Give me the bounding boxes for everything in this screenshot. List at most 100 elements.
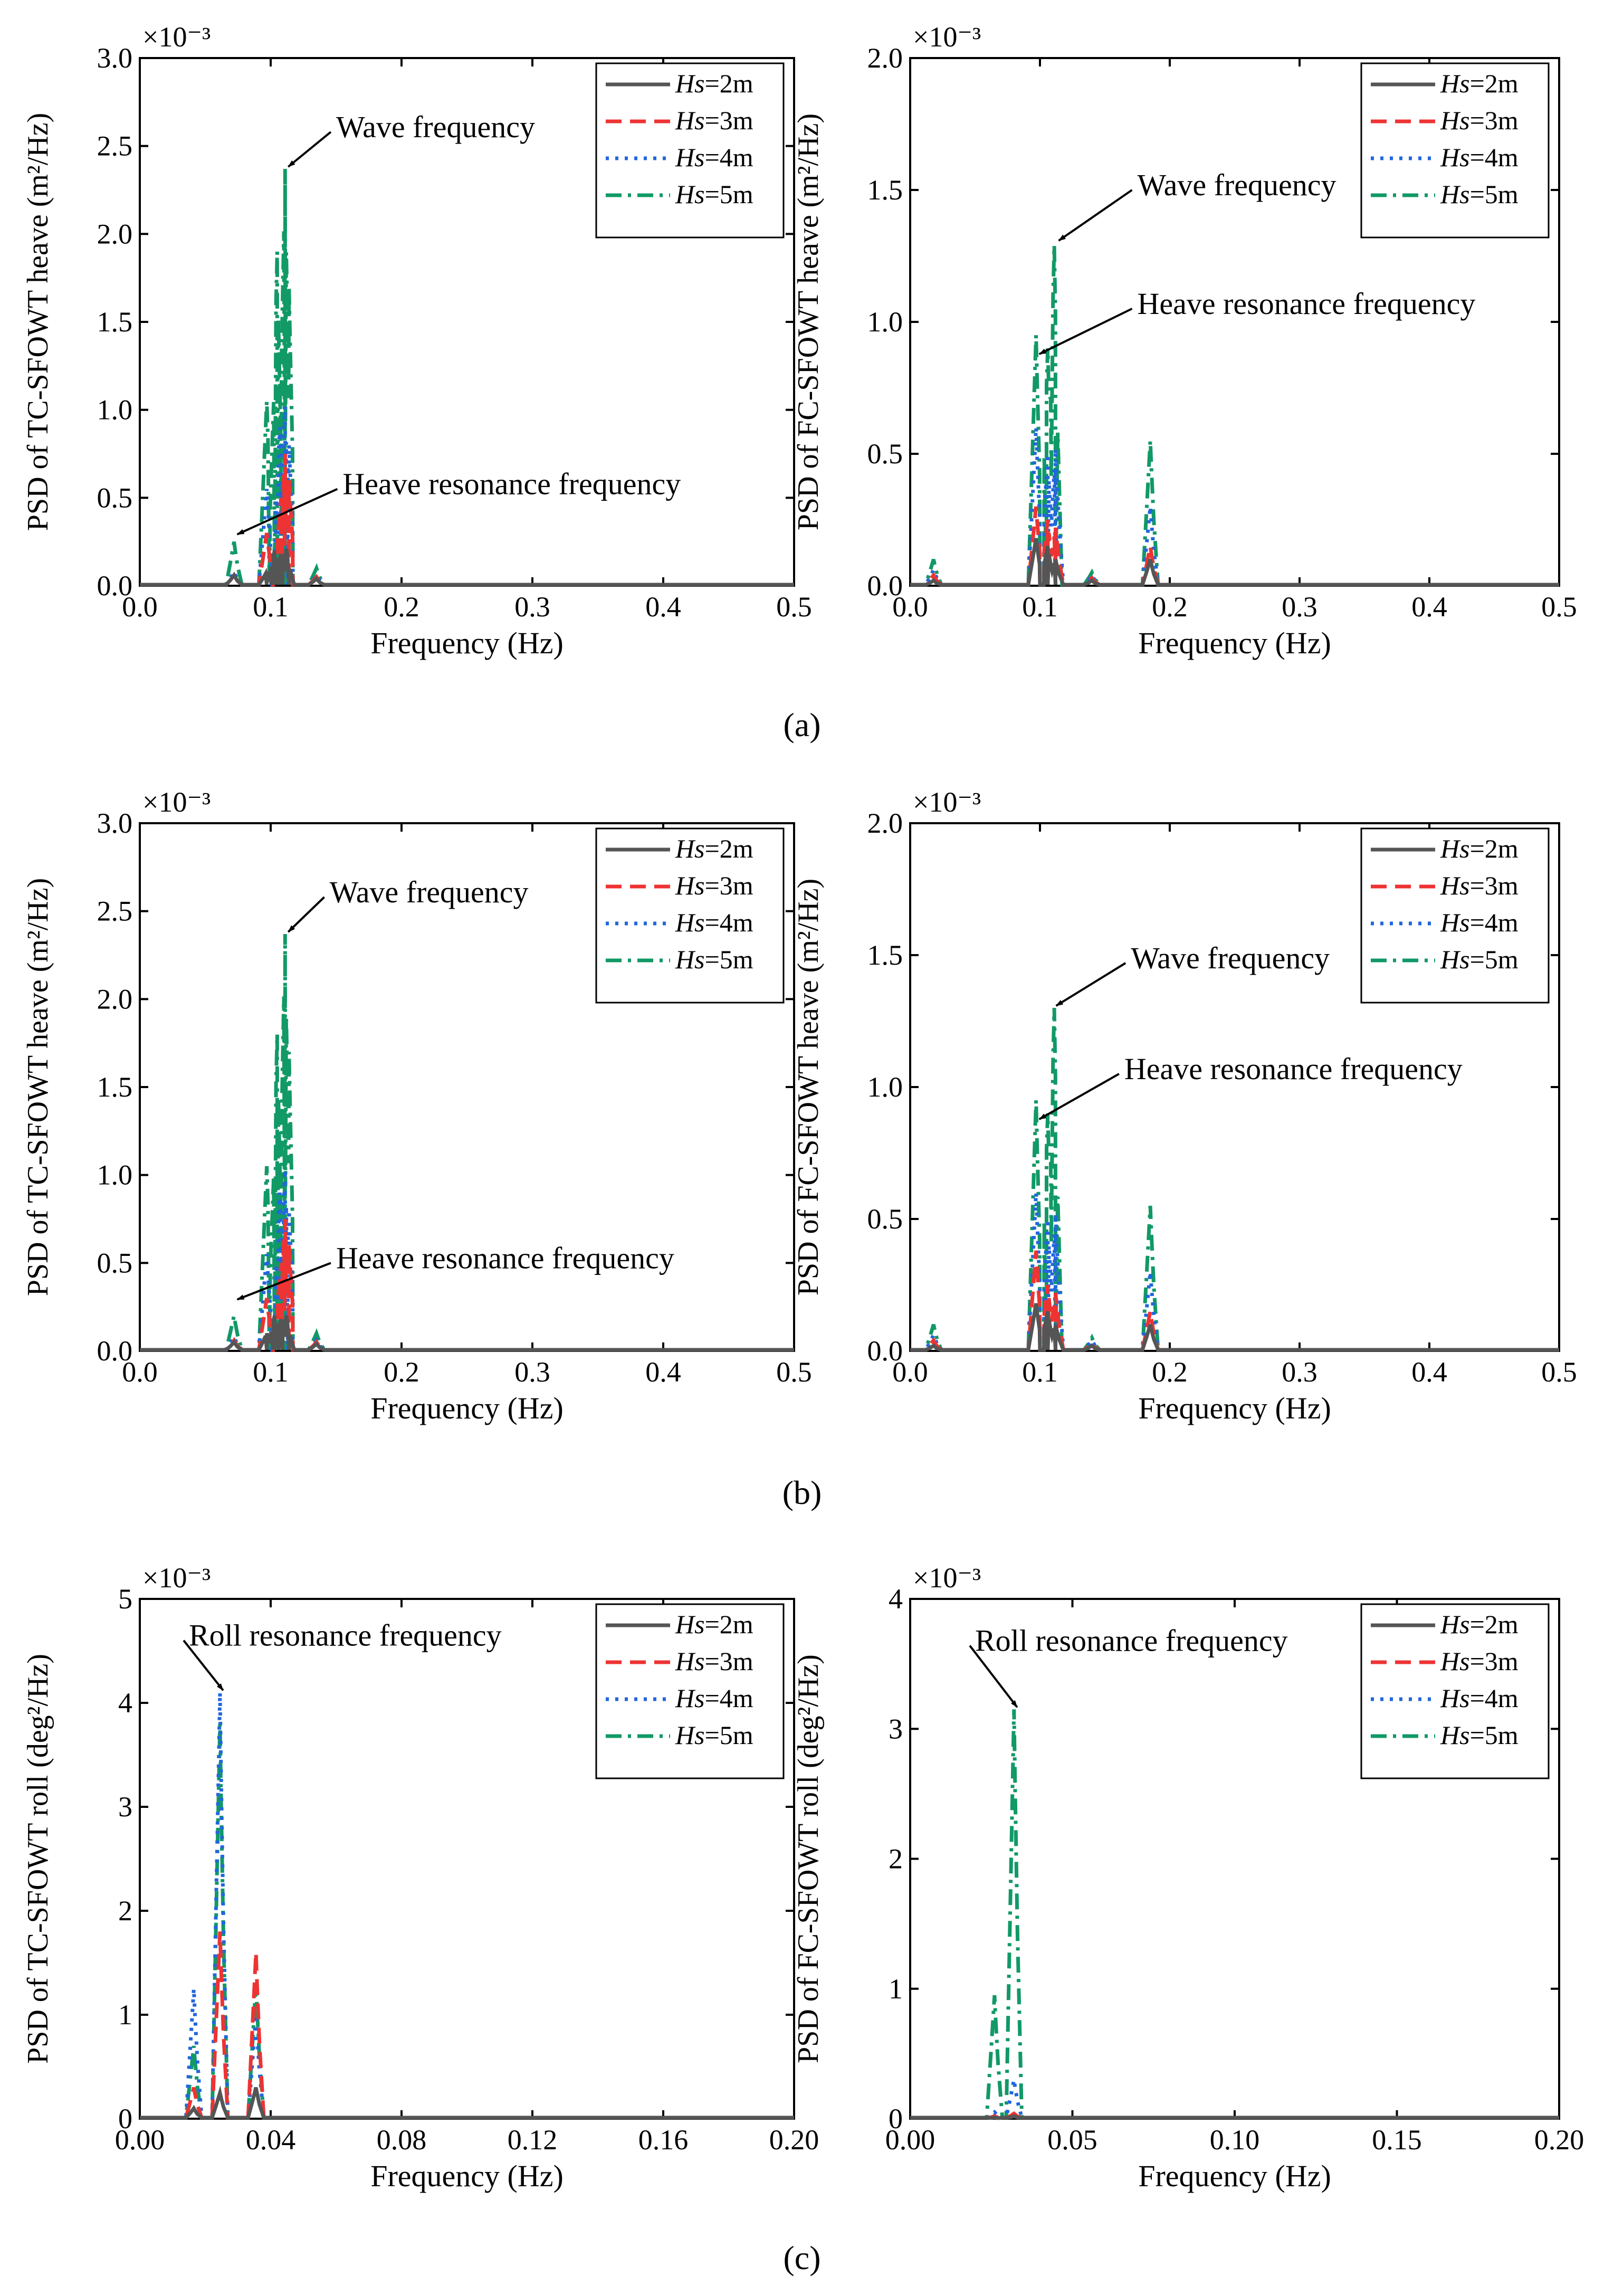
legend-suffix: =4m: [705, 1683, 753, 1713]
legend-label: Hs=4m: [675, 1683, 753, 1713]
legend-hs: Hs: [1440, 945, 1470, 974]
series-line-Hs=2m: [140, 548, 794, 587]
legend-label: Hs=2m: [1440, 69, 1519, 98]
legend-label: Hs=4m: [675, 908, 753, 937]
series-line-Hs=3m: [140, 1218, 794, 1352]
caption-a: (a): [783, 706, 820, 744]
series-line-Hs=4m: [910, 427, 1559, 587]
series-line-Hs=2m: [140, 2085, 794, 2120]
y-axis-label: PSD of FC-SFOWT heave (m²/Hz): [792, 113, 825, 530]
legend-label: Hs=5m: [675, 179, 753, 209]
legend-label: Hs=5m: [1440, 179, 1519, 209]
x-tick-label: 0.04: [246, 2124, 296, 2156]
y-tick-label: 2.0: [97, 983, 133, 1015]
y-tick-label: 1.0: [867, 306, 903, 338]
x-tick-label: 0.1: [253, 1356, 289, 1388]
y-tick-label: 1.5: [867, 174, 903, 206]
y-axis-label: PSD of TC-SFOWT heave (m²/Hz): [22, 113, 54, 531]
x-tick-label: 0.4: [645, 591, 681, 623]
y-tick-label: 2: [889, 1843, 903, 1875]
legend-label: Hs=5m: [675, 945, 753, 974]
x-tick-label: 0.3: [514, 1356, 550, 1388]
legend-label: Hs=2m: [1440, 834, 1519, 863]
legend-box: [595, 1603, 785, 1779]
legend-label: Hs=3m: [1440, 106, 1519, 135]
legend-suffix: =2m: [705, 69, 753, 98]
series-line-Hs=4m: [140, 1692, 794, 2120]
legend-label: Hs=4m: [675, 142, 753, 172]
x-tick-label: 0.0: [892, 1356, 928, 1388]
legend-hs: Hs: [1440, 871, 1470, 900]
legend-box: [1360, 62, 1550, 239]
y-tick-label: 1.5: [867, 939, 903, 971]
series-line-Hs=2m: [910, 1303, 1559, 1352]
y-tick-label: 2.0: [867, 807, 903, 839]
legend-hs: Hs: [1440, 1609, 1470, 1639]
y-tick-label: 0.0: [867, 570, 903, 602]
legend-label: Hs=2m: [675, 834, 753, 863]
legend-suffix: =5m: [1470, 1720, 1519, 1750]
chart-c-right: 0 1 2 3 4 0.00 0.05 0.10 0.15 0.20 ×10⁻³ Frequency …: [792, 1562, 1584, 2193]
chart-a-right: 0.0 0.5 1.0 1.5 2.0 0.0 0.1 0.2 0.3 0.4 0.5 ×10⁻³ Fr…: [792, 21, 1577, 660]
annotation-arrow: [1058, 189, 1133, 242]
legend-label: Hs=3m: [675, 871, 753, 900]
annotation-arrow: [288, 131, 332, 168]
x-axis-label: Frequency (Hz): [370, 626, 564, 660]
legend-hs: Hs: [1440, 834, 1470, 863]
x-tick-label: 0.15: [1372, 2124, 1422, 2156]
legend-box: [595, 827, 785, 1004]
annotation-text: Wave frequency: [330, 875, 529, 909]
x-tick-label: 0.2: [1152, 591, 1188, 623]
legend: Hs=2m Hs=3m Hs=4m Hs =5m: [1360, 1603, 1550, 1779]
y-axis-label: PSD of TC-SFOWT roll (deg²/Hz): [22, 1654, 54, 2064]
y-axis-label: PSD of FC-SFOWT roll (deg²/Hz): [792, 1654, 825, 2063]
annotation-arrow: [183, 1640, 224, 1691]
y-tick-label: 0.0: [97, 570, 133, 602]
annotation-text: Wave frequency: [1138, 168, 1336, 202]
legend-label: Hs=5m: [1440, 945, 1519, 974]
legend-label: Hs=3m: [1440, 1646, 1519, 1676]
x-tick-label: 0.2: [384, 591, 419, 623]
x-tick-label: 0.20: [1534, 2124, 1584, 2156]
x-tick-label: 0.5: [1541, 591, 1577, 623]
chart-c-left: 0 1 2 3 4 5 0.00 0.04 0.08 0.12 0.16 0.20 ×10⁻³ Frequ…: [22, 1562, 819, 2193]
legend-suffix: =3m: [705, 106, 753, 135]
y-axis-label: PSD of FC-SFOWT heave (m²/Hz): [792, 879, 825, 1295]
annotation-arrow: [1038, 1073, 1120, 1120]
annotation-text: Roll resonance frequency: [189, 1618, 502, 1653]
series-line-Hs=4m: [910, 1192, 1559, 1352]
y-tick-label: 4: [118, 1687, 132, 1719]
annotation-text: Heave resonance frequency: [1124, 1052, 1463, 1086]
x-tick-label: 0.5: [776, 1356, 812, 1388]
legend-hs: Hs: [675, 1720, 705, 1750]
legend-label: Hs=2m: [675, 69, 753, 98]
y-tick-label: 1.5: [97, 306, 133, 338]
x-tick-label: 0.12: [508, 2124, 558, 2156]
legend-label: Hs=4m: [1440, 1683, 1519, 1713]
legend-suffix: =5m: [705, 1720, 753, 1750]
x-tick-label: 0.4: [645, 1356, 681, 1388]
y-tick-label: 1.0: [97, 1159, 133, 1191]
series-line-Hs=5m: [140, 1723, 794, 2120]
y-tick-label: 5: [118, 1583, 132, 1615]
legend-box: [1360, 827, 1550, 1004]
legend-suffix: =2m: [1470, 1609, 1519, 1639]
x-tick-label: 0.0: [122, 1356, 158, 1388]
y-tick-label: 0.5: [867, 1203, 903, 1235]
annotation-text: Heave resonance frequency: [336, 1241, 674, 1275]
y-tick-label: 3.0: [97, 807, 133, 839]
legend-suffix: =4m: [1470, 908, 1519, 937]
x-tick-label: 0.2: [384, 1356, 419, 1388]
y-tick-label: 0.0: [867, 1335, 903, 1367]
x-tick-label: 0.05: [1047, 2124, 1097, 2156]
legend-suffix: =5m: [1470, 179, 1519, 209]
x-tick-label: 0.08: [377, 2124, 427, 2156]
legend-label: Hs=2m: [1440, 1609, 1519, 1639]
annotation-arrow: [287, 896, 325, 933]
y-tick-label: 2.5: [97, 895, 133, 927]
legend-label: Hs=3m: [1440, 871, 1519, 900]
legend-label: Hs=2m: [675, 1609, 753, 1639]
